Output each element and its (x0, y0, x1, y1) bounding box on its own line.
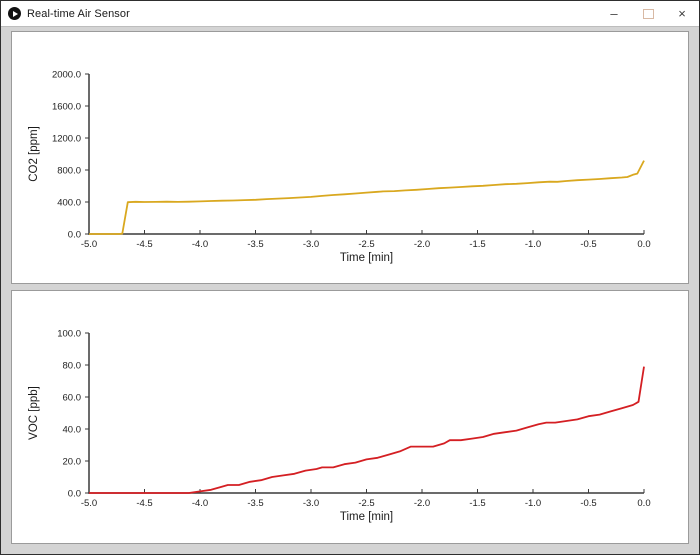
svg-text:-2.0: -2.0 (414, 239, 430, 250)
svg-text:0.0: 0.0 (637, 498, 650, 509)
svg-text:-5.0: -5.0 (81, 498, 97, 509)
svg-text:0.0: 0.0 (68, 230, 81, 241)
co2-chart-panel: -5.0 -4.5 -4.0 -3.5 -3.0 -2.5 -2.0 -1.5 -1.0 -0.5… (11, 31, 689, 284)
co2-chart: -5.0 -4.5 -4.0 -3.5 -3.0 -2.5 -2.0 -1.5 -1.0 -0.5… (28, 70, 651, 265)
svg-text:-2.5: -2.5 (358, 498, 374, 509)
voc-chart: -5.0 -4.5 -4.0 -3.5 -3.0 -2.5 -2.0 -1.5 -1.0 -0.5… (28, 329, 651, 524)
svg-text:80.0: 80.0 (63, 361, 82, 372)
svg-text:-4.5: -4.5 (136, 498, 152, 509)
close-button[interactable]: × (678, 6, 686, 21)
y-axis-label: VOC [ppb] (28, 386, 40, 440)
svg-text:-2.5: -2.5 (358, 239, 374, 250)
svg-text:-0.5: -0.5 (580, 498, 596, 509)
svg-text:-4.5: -4.5 (136, 239, 152, 250)
svg-text:-4.0: -4.0 (192, 239, 208, 250)
titlebar: Real-time Air Sensor – × (1, 1, 699, 27)
voc-chart-panel: -5.0 -4.5 -4.0 -3.5 -3.0 -2.5 -2.0 -1.5 -1.0 -0.5… (11, 290, 689, 544)
svg-text:40.0: 40.0 (63, 425, 82, 436)
svg-text:-2.0: -2.0 (414, 498, 430, 509)
minimize-button[interactable]: – (610, 6, 618, 21)
svg-text:1600.0: 1600.0 (52, 102, 81, 113)
svg-text:100.0: 100.0 (57, 329, 81, 340)
window-title: Real-time Air Sensor (27, 7, 130, 20)
play-circle-icon (8, 7, 21, 20)
svg-text:-1.5: -1.5 (469, 498, 485, 509)
svg-text:800.0: 800.0 (57, 166, 81, 177)
svg-text:-0.5: -0.5 (580, 239, 596, 250)
svg-text:20.0: 20.0 (63, 457, 82, 468)
series-voc-line (89, 366, 645, 494)
window-controls: – × (597, 1, 699, 26)
svg-text:-5.0: -5.0 (81, 239, 97, 250)
y-axis-label: CO2 [ppm] (28, 126, 40, 182)
svg-text:-1.0: -1.0 (525, 239, 541, 250)
svg-text:-1.0: -1.0 (525, 498, 541, 509)
svg-text:-1.5: -1.5 (469, 239, 485, 250)
svg-text:-3.5: -3.5 (247, 239, 263, 250)
x-axis-label: Time [min] (340, 252, 393, 264)
x-axis-label: Time [min] (340, 511, 393, 523)
svg-text:-4.0: -4.0 (192, 498, 208, 509)
svg-text:-3.0: -3.0 (303, 498, 319, 509)
maximize-icon (642, 8, 654, 19)
svg-text:-3.5: -3.5 (247, 498, 263, 509)
series-co2-line (89, 160, 645, 235)
svg-text:0.0: 0.0 (637, 239, 650, 250)
maximize-button[interactable] (631, 1, 665, 26)
svg-text:1200.0: 1200.0 (52, 134, 81, 145)
svg-text:400.0: 400.0 (57, 198, 81, 209)
axes: -5.0 -4.5 -4.0 -3.5 -3.0 -2.5 -2.0 -1.5 -1.0 -0.5… (28, 70, 651, 265)
svg-text:2000.0: 2000.0 (52, 70, 81, 81)
svg-text:0.0: 0.0 (68, 489, 81, 500)
svg-text:-3.0: -3.0 (303, 239, 319, 250)
svg-text:60.0: 60.0 (63, 393, 82, 404)
